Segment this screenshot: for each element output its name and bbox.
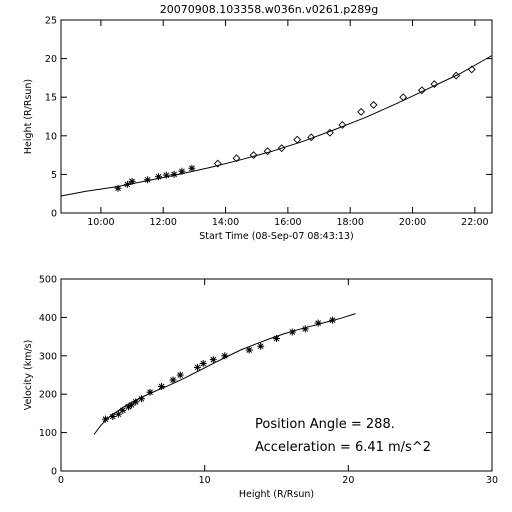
- y-axis-label: Velocity (km/s): [23, 340, 34, 411]
- figure-title: 20070908.103358.w036n.v0261.p289g: [160, 3, 378, 16]
- asterisk-point: [170, 170, 178, 178]
- x-tick-label: 22:00: [461, 217, 488, 228]
- diamond-point: [213, 159, 222, 168]
- asterisk-point: [128, 177, 136, 185]
- y-tick-label: 200: [39, 390, 57, 401]
- asterisk-point: [288, 328, 296, 336]
- x-axis-label: Start Time (08-Sep-07 08:43:13): [199, 231, 354, 242]
- asterisk-point: [176, 371, 184, 379]
- asterisk-point: [169, 376, 177, 384]
- y-tick-label: 5: [51, 170, 57, 181]
- asterisk-point: [162, 171, 170, 179]
- diamond-point: [263, 147, 272, 156]
- y-tick-label: 0: [51, 467, 57, 478]
- y-tick-label: 0: [51, 209, 57, 220]
- plot-frame: [60, 19, 493, 214]
- asterisk-point: [221, 352, 229, 360]
- asterisk-point: [155, 173, 163, 181]
- y-tick-label: 20: [45, 54, 57, 65]
- height-time-chart: 10:00 12:00 14:00 16:00 18:00 20:00 22:00 0 5 10 1…: [23, 16, 493, 242]
- x-tick-label: 10:00: [87, 217, 114, 228]
- diamond-point: [326, 128, 334, 137]
- asterisk-point: [158, 383, 166, 391]
- asterisk-point: [209, 356, 217, 364]
- y-tick-label: 15: [45, 93, 57, 104]
- asterisk-point: [257, 342, 265, 350]
- fit-curve: [93, 313, 356, 435]
- x-tick-label: 10: [199, 475, 211, 486]
- y-axis-label: Height (R/Rsun): [23, 79, 34, 154]
- fit-curve: [60, 55, 493, 197]
- asterisk-point: [132, 398, 140, 406]
- diamond-point: [430, 80, 439, 89]
- asterisk-point: [273, 335, 280, 343]
- asterisk-point: [188, 164, 196, 172]
- y-tick-label: 100: [39, 428, 57, 439]
- diamond-point: [417, 86, 426, 95]
- asterisk-point: [144, 176, 152, 184]
- diamond-point: [249, 151, 258, 160]
- diamond-point: [338, 121, 347, 129]
- diamond-point: [307, 133, 316, 142]
- asterisk-point: [178, 167, 186, 175]
- asterisk-point: [114, 184, 122, 192]
- acceleration-annotation: Acceleration = 6.41 m/s^2: [255, 440, 431, 455]
- asterisk-point: [199, 359, 207, 367]
- asterisk-point: [119, 406, 127, 414]
- y-tick-label: 500: [39, 275, 57, 286]
- plot-frame: [60, 278, 493, 472]
- asterisk-point: [245, 346, 253, 354]
- diamond-point: [369, 100, 378, 109]
- x-axis-label: Height (R/Rsun): [239, 489, 314, 500]
- asterisk-point: [146, 388, 154, 396]
- y-tick-label: 400: [39, 313, 57, 324]
- x-tick-label: 18:00: [337, 217, 364, 228]
- diamond-point: [232, 154, 241, 163]
- position-angle-annotation: Position Angle = 288.: [255, 417, 395, 432]
- y-tick-label: 300: [39, 351, 57, 362]
- asterisk-point: [301, 325, 309, 333]
- asterisk-point: [102, 415, 110, 423]
- asterisk-point: [137, 395, 145, 403]
- y-tick-label: 10: [45, 131, 57, 142]
- x-tick-label: 20: [342, 475, 354, 486]
- asterisk-point: [114, 410, 122, 418]
- x-tick-label: 20:00: [399, 217, 426, 228]
- x-tick-label: 0: [58, 475, 64, 486]
- y-tick-label: 25: [45, 16, 57, 27]
- diamond-point: [357, 107, 366, 116]
- x-tick-label: 30: [486, 475, 498, 486]
- asterisk-point: [314, 319, 322, 327]
- x-tick-label: 14:00: [212, 217, 239, 228]
- asterisk-point: [193, 363, 201, 371]
- x-tick-label: 12:00: [150, 217, 177, 228]
- asterisk-point: [125, 403, 133, 411]
- x-tick-label: 16:00: [274, 217, 301, 228]
- asterisk-point: [109, 412, 117, 420]
- asterisk-point: [127, 401, 135, 409]
